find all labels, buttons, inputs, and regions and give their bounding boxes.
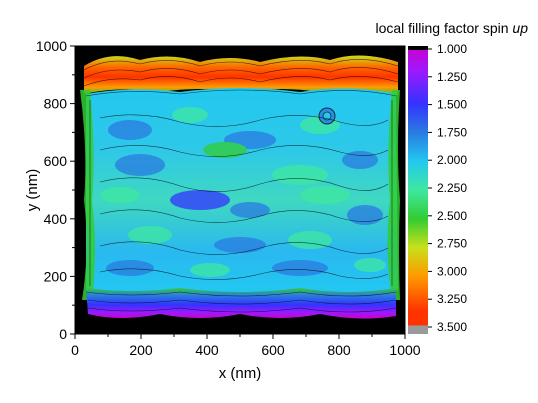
colorbar-tick-label: 2.500	[437, 209, 467, 223]
right-edge-rim	[387, 90, 400, 300]
colorbar-top-cap	[408, 46, 428, 50]
colorbar-tick-label: 1.250	[437, 70, 467, 84]
heatmap-area	[75, 46, 405, 334]
y-tick-label: 600	[44, 153, 68, 169]
y-tick-label: 800	[44, 96, 68, 112]
left-edge-rim	[80, 90, 95, 300]
y-axis: 0 200 400 600 800 1000	[36, 38, 75, 342]
colorbar-tick-label: 3.000	[437, 264, 467, 278]
x-axis-title: x (nm)	[219, 365, 262, 382]
colorbar-title-italic: up	[512, 20, 528, 36]
top-edge-strip	[84, 55, 398, 95]
x-tick-label: 400	[195, 342, 219, 358]
colorbar-tick-label: 1.500	[437, 98, 467, 112]
x-tick-label: 1000	[389, 342, 420, 358]
contour-lines	[83, 59, 399, 313]
colorbar-tick-label: 3.250	[437, 292, 467, 306]
interior-texture	[100, 107, 386, 277]
y-tick-label: 200	[44, 268, 68, 284]
x-tick-label: 200	[129, 342, 153, 358]
colorbar-title-main: local filling factor spin	[375, 20, 512, 36]
colorbar-tick-label: 2.000	[437, 153, 467, 167]
colorbar-tick-label: 1.750	[437, 125, 467, 139]
colorbar: 1.000 1.250 1.500 1.750 2.000 2.250 2.500 2.750…	[408, 42, 467, 334]
y-tick-label: 400	[44, 211, 68, 227]
colorbar-tick-label: 2.750	[437, 237, 467, 251]
colorbar-title: local filling factor spin up	[375, 20, 528, 36]
colorbar-ticks: 1.000 1.250 1.500 1.750 2.000 2.250 2.500 2.750…	[428, 42, 467, 334]
colorbar-tick-label: 2.250	[437, 181, 467, 195]
bottom-edge-strip	[86, 288, 396, 319]
x-tick-label: 0	[71, 342, 79, 358]
x-tick-label: 600	[261, 342, 285, 358]
colorbar-tick-label: 1.000	[437, 42, 467, 56]
y-tick-label: 1000	[36, 38, 67, 54]
colorbar-tick-label: 3.500	[437, 320, 467, 334]
y-tick-label: 0	[59, 326, 67, 342]
y-axis-title: y (nm)	[24, 169, 41, 212]
colorbar-gradient	[408, 46, 428, 334]
x-axis: 0 200 400 600 800 1000	[71, 334, 421, 358]
x-tick-label: 800	[327, 342, 351, 358]
